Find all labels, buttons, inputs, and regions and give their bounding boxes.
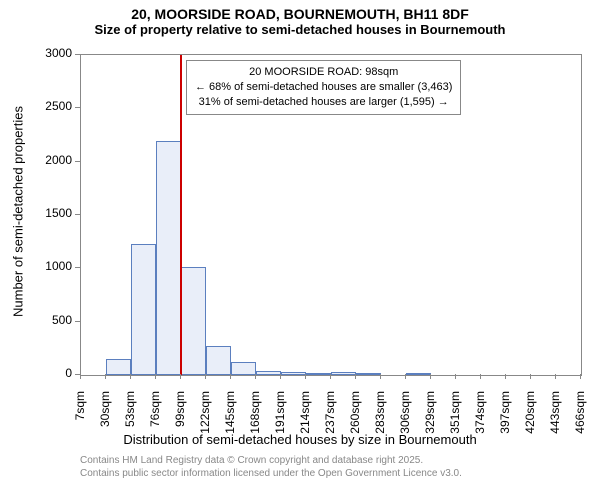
x-tick-label: 99sqm [173, 391, 187, 451]
x-tick-label: 283sqm [373, 391, 387, 451]
x-tick-label: 53sqm [123, 391, 137, 451]
title-line2: Size of property relative to semi-detach… [0, 22, 600, 41]
x-tick-label: 260sqm [348, 391, 362, 451]
y-tick-mark [75, 214, 80, 215]
x-tick-mark [155, 374, 156, 379]
x-tick-label: 237sqm [323, 391, 337, 451]
x-tick-mark [180, 374, 181, 379]
y-tick-label: 3000 [32, 46, 72, 60]
footer-line2: Contains public sector information licen… [80, 467, 462, 480]
y-tick-label: 1000 [32, 259, 72, 273]
x-tick-mark [105, 374, 106, 379]
y-tick-mark [75, 54, 80, 55]
histogram-bar [231, 362, 256, 375]
y-tick-mark [75, 161, 80, 162]
histogram-bar [331, 372, 356, 375]
x-tick-mark [305, 374, 306, 379]
y-tick-mark [75, 267, 80, 268]
x-tick-mark [255, 374, 256, 379]
x-tick-label: 351sqm [448, 391, 462, 451]
annotation-line1: 20 MOORSIDE ROAD: 98sqm [195, 65, 452, 80]
y-tick-label: 2500 [32, 99, 72, 113]
y-tick-label: 1500 [32, 206, 72, 220]
reference-line [180, 55, 182, 375]
x-tick-mark [555, 374, 556, 379]
histogram-bar [131, 244, 156, 375]
x-tick-mark [455, 374, 456, 379]
histogram-bar [356, 373, 381, 375]
annotation-line3: 31% of semi-detached houses are larger (… [195, 95, 452, 110]
x-tick-label: 191sqm [273, 391, 287, 451]
annotation-box: 20 MOORSIDE ROAD: 98sqm ← 68% of semi-de… [186, 60, 461, 115]
x-tick-mark [355, 374, 356, 379]
x-tick-mark [530, 374, 531, 379]
x-tick-mark [505, 374, 506, 379]
histogram-bar [406, 373, 431, 375]
x-tick-mark [430, 374, 431, 379]
x-tick-label: 168sqm [248, 391, 262, 451]
x-tick-mark [380, 374, 381, 379]
x-tick-mark [230, 374, 231, 379]
histogram-bar [156, 141, 181, 375]
x-tick-label: 122sqm [198, 391, 212, 451]
x-tick-label: 443sqm [548, 391, 562, 451]
y-axis-label: Number of semi-detached properties [11, 92, 26, 332]
x-tick-label: 214sqm [298, 391, 312, 451]
x-tick-mark [130, 374, 131, 379]
chart-container: 20, MOORSIDE ROAD, BOURNEMOUTH, BH11 8DF… [0, 0, 600, 500]
x-tick-mark [480, 374, 481, 379]
histogram-bar [181, 267, 206, 375]
x-tick-mark [280, 374, 281, 379]
histogram-bar [106, 359, 131, 375]
y-tick-mark [75, 107, 80, 108]
footer-attribution: Contains HM Land Registry data © Crown c… [80, 454, 462, 480]
footer-line1: Contains HM Land Registry data © Crown c… [80, 454, 462, 467]
x-tick-label: 466sqm [573, 391, 587, 451]
x-tick-mark [80, 374, 81, 379]
histogram-bar [256, 371, 281, 375]
title-line1: 20, MOORSIDE ROAD, BOURNEMOUTH, BH11 8DF [0, 0, 600, 22]
x-tick-label: 145sqm [223, 391, 237, 451]
y-tick-label: 0 [32, 366, 72, 380]
x-tick-mark [405, 374, 406, 379]
y-tick-label: 2000 [32, 153, 72, 167]
x-tick-label: 397sqm [498, 391, 512, 451]
x-tick-label: 329sqm [423, 391, 437, 451]
x-tick-label: 7sqm [73, 391, 87, 451]
histogram-bar [306, 373, 331, 375]
x-tick-label: 420sqm [523, 391, 537, 451]
annotation-line2: ← 68% of semi-detached houses are smalle… [195, 80, 452, 95]
x-tick-label: 306sqm [398, 391, 412, 451]
x-tick-label: 374sqm [473, 391, 487, 451]
y-tick-label: 500 [32, 313, 72, 327]
x-tick-mark [580, 374, 581, 379]
x-tick-mark [330, 374, 331, 379]
histogram-bar [281, 372, 306, 375]
x-tick-label: 76sqm [148, 391, 162, 451]
x-tick-mark [205, 374, 206, 379]
histogram-bar [206, 346, 231, 375]
y-tick-mark [75, 321, 80, 322]
x-tick-label: 30sqm [98, 391, 112, 451]
